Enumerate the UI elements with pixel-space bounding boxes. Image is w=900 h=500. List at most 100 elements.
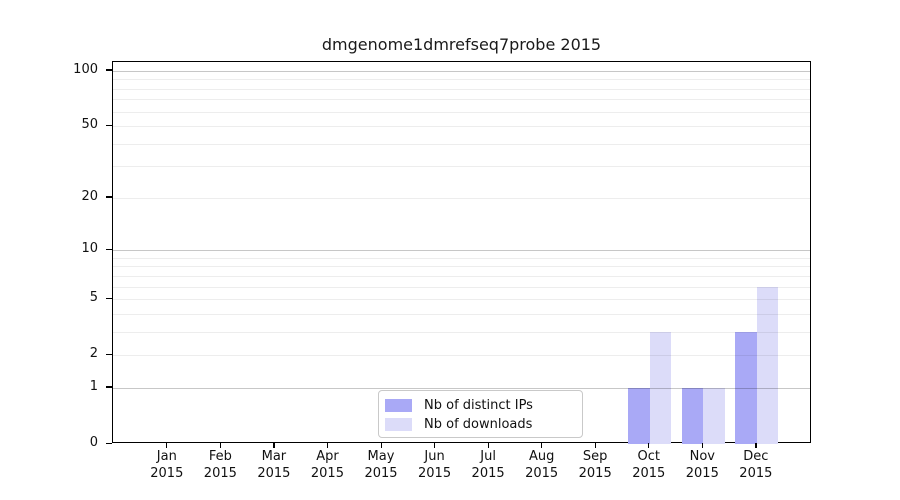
x-tick-label-aug: Aug 2015 — [510, 448, 574, 482]
x-tick-label-feb: Feb 2015 — [188, 448, 252, 482]
bar-oct-distinct-ips — [628, 387, 650, 444]
x-tick-label-apr: Apr 2015 — [295, 448, 359, 482]
y-tick-label: 50 — [81, 117, 98, 133]
bar-nov-downloads — [703, 387, 725, 444]
x-tick-mark — [701, 443, 703, 448]
y-tick-mark — [106, 124, 112, 126]
gridline-major — [113, 250, 810, 252]
gridline-minor — [113, 299, 810, 301]
x-tick-label-dec: Dec 2015 — [724, 448, 788, 482]
x-tick-year: 2015 — [364, 466, 398, 481]
x-tick-mark — [594, 443, 596, 448]
grid-layer — [113, 62, 810, 442]
y-tick-label: 10 — [81, 241, 98, 257]
gridline-minor — [113, 355, 810, 357]
x-tick-mark — [219, 443, 222, 448]
x-tick-month: Sep — [582, 449, 608, 464]
x-tick-year: 2015 — [471, 466, 505, 481]
gridline-major — [113, 70, 810, 72]
y-tick-mark — [106, 353, 112, 355]
x-tick-label-mar: Mar 2015 — [242, 448, 306, 482]
x-tick-year: 2015 — [310, 466, 344, 481]
y-tick-mark — [106, 442, 112, 444]
x-tick-mark — [166, 443, 168, 448]
x-tick-year: 2015 — [257, 466, 291, 481]
gridline-minor — [113, 111, 810, 113]
x-tick-label-may: May 2015 — [349, 448, 413, 482]
y-tick-label: 2 — [89, 346, 98, 362]
y-tick-label: 20 — [81, 188, 98, 204]
legend-label-downloads: Nb of downloads — [424, 417, 533, 432]
bar-dec-downloads — [756, 286, 779, 444]
gridline-minor — [113, 331, 810, 333]
gridline-minor — [113, 166, 810, 168]
chart-title: dmgenome1dmrefseq7probe 2015 — [321, 35, 602, 54]
bars-layer — [113, 62, 810, 444]
x-tick-mark — [326, 443, 329, 448]
x-tick-year: 2015 — [685, 466, 719, 481]
bar-oct-downloads — [649, 331, 672, 444]
y-tick-label: 5 — [89, 290, 98, 306]
gridline-minor — [113, 313, 810, 315]
gridline-minor — [113, 143, 810, 145]
bar-dec-distinct-ips — [735, 331, 757, 444]
x-tick-year: 2015 — [150, 466, 184, 481]
x-tick-label-jan: Jan 2015 — [135, 448, 199, 482]
x-tick-year: 2015 — [739, 466, 773, 481]
x-tick-month: Mar — [261, 449, 287, 464]
x-tick-month: Nov — [689, 449, 715, 464]
x-tick-year: 2015 — [632, 466, 666, 481]
y-tick-mark — [106, 196, 112, 198]
legend-swatch-distinct-ips — [385, 399, 412, 412]
x-tick-month: Jan — [156, 449, 177, 464]
x-tick-mark — [648, 443, 650, 448]
gridline-minor — [113, 197, 810, 199]
x-tick-label-jul: Jul 2015 — [456, 448, 520, 482]
y-tick-mark — [106, 248, 112, 250]
x-tick-year: 2015 — [578, 466, 612, 481]
legend-swatch-downloads — [385, 418, 412, 431]
x-tick-month: Apr — [316, 449, 339, 464]
x-tick-month: Aug — [528, 449, 555, 464]
bar-nov-distinct-ips — [681, 387, 704, 444]
x-tick-month: Jul — [480, 449, 496, 464]
gridline-minor — [113, 286, 810, 288]
y-tick-mark — [106, 386, 112, 388]
gridline-minor — [113, 79, 810, 81]
x-tick-mark — [541, 443, 543, 448]
y-tick-mark — [106, 69, 112, 71]
x-tick-label-nov: Nov 2015 — [670, 448, 734, 482]
legend-label-distinct-ips: Nb of distinct IPs — [424, 398, 533, 413]
x-tick-mark — [487, 443, 489, 448]
gridline-minor — [113, 99, 810, 101]
x-tick-month: Jun — [424, 449, 445, 464]
x-tick-mark — [273, 443, 275, 448]
x-tick-month: Dec — [743, 449, 769, 464]
x-tick-label-jun: Jun 2015 — [403, 448, 467, 482]
x-tick-year: 2015 — [418, 466, 452, 481]
gridline-minor — [113, 266, 810, 268]
x-tick-mark — [755, 443, 757, 448]
x-tick-label-sep: Sep 2015 — [563, 448, 627, 482]
x-tick-label-oct: Oct 2015 — [617, 448, 681, 482]
x-tick-mark — [380, 443, 382, 448]
gridline-minor — [113, 257, 810, 259]
y-tick-label: 0 — [89, 435, 98, 450]
legend: Nb of distinct IPs Nb of downloads — [378, 390, 583, 438]
x-tick-month: Oct — [637, 449, 660, 464]
x-tick-year: 2015 — [203, 466, 237, 481]
x-tick-mark — [434, 443, 436, 448]
x-tick-month: May — [367, 449, 395, 464]
legend-item-downloads: Nb of downloads — [385, 417, 582, 432]
x-tick-month: Feb — [208, 449, 232, 464]
x-tick-year: 2015 — [525, 466, 559, 481]
legend-item-distinct-ips: Nb of distinct IPs — [385, 398, 582, 413]
gridline-major — [113, 387, 810, 389]
gridline-minor — [113, 126, 810, 128]
gridline-minor — [113, 88, 810, 90]
plot-area — [112, 61, 811, 444]
y-tick-label: 100 — [73, 61, 98, 77]
y-tick-mark — [106, 297, 112, 299]
gridline-minor — [113, 275, 810, 277]
